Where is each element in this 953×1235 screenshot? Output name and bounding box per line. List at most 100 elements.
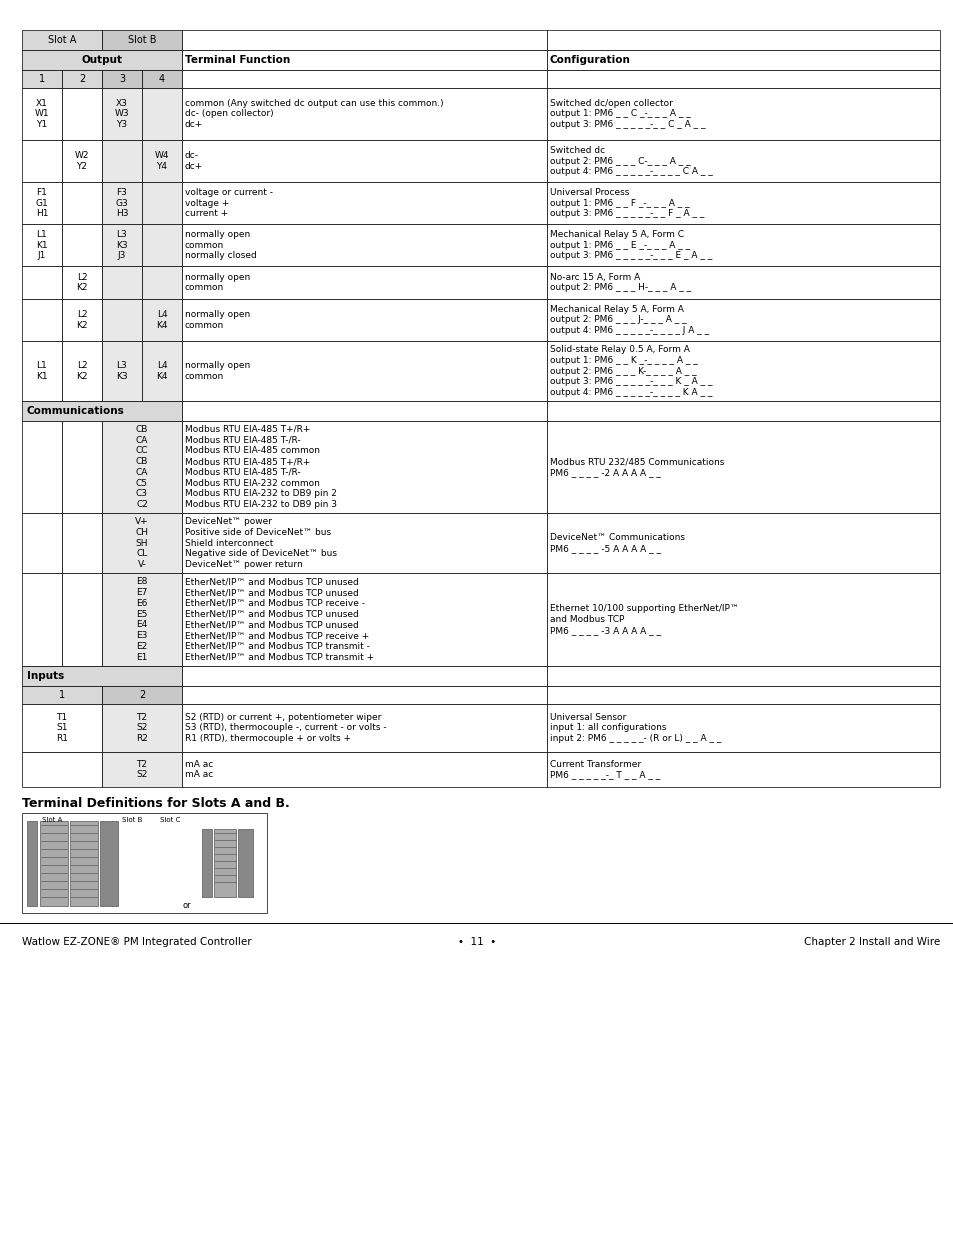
Bar [142,140,182,182]
Bar [100,821,118,906]
Bar [62,88,102,140]
Bar [546,341,939,401]
Bar [22,704,102,752]
Bar [182,88,546,140]
Text: V+
CH
SH
CL
V-: V+ CH SH CL V- [135,517,149,569]
Text: normally open
common: normally open common [185,273,250,293]
Text: 2: 2 [139,690,145,700]
Text: voltage or current -
voltage +
current +: voltage or current - voltage + current + [185,188,273,219]
Bar [102,224,142,266]
Bar [102,140,142,182]
Bar [546,224,939,266]
Text: Slot A: Slot A [42,818,62,823]
Bar [62,299,102,341]
Text: DeviceNet™ power
Positive side of DeviceNet™ bus
Shield interconnect
Negative si: DeviceNet™ power Positive side of Device… [185,517,336,569]
Text: common (Any switched dc output can use this common.)
dc- (open collector)
dc+: common (Any switched dc output can use t… [185,99,443,130]
Bar [546,513,939,573]
Bar [70,821,98,906]
Bar [142,266,182,299]
Bar [202,829,212,897]
Bar [102,299,142,341]
Bar [182,140,546,182]
Text: Chapter 2 Install and Wire: Chapter 2 Install and Wire [803,937,939,947]
Bar [182,573,546,666]
Bar [102,266,142,299]
Text: 3: 3 [119,74,125,84]
Text: L3
K3
J3: L3 K3 J3 [116,230,128,261]
Bar [62,421,102,513]
Bar [102,513,182,573]
Bar [142,299,182,341]
Bar [546,421,939,513]
Bar [213,829,235,897]
Bar [62,266,102,299]
Text: Communications: Communications [27,406,125,416]
Text: mA ac
mA ac: mA ac mA ac [185,760,213,779]
Text: Terminal Function: Terminal Function [185,56,290,65]
Bar [546,685,939,704]
Bar [142,224,182,266]
Bar [182,341,546,401]
Text: DeviceNet™ Communications
PM6 _ _ _ _ -5 A A A A _ _: DeviceNet™ Communications PM6 _ _ _ _ -5… [550,534,684,553]
Bar [546,70,939,88]
Text: Configuration: Configuration [550,56,630,65]
Bar [22,70,62,88]
Bar [237,829,253,897]
Bar [142,70,182,88]
Bar [40,821,68,906]
Bar [22,140,62,182]
Bar [22,182,62,224]
Bar [22,88,62,140]
Bar [22,513,62,573]
Bar [182,182,546,224]
Bar [22,49,182,70]
Bar [182,266,546,299]
Bar [22,421,62,513]
Bar [546,401,939,421]
Text: Universal Process
output 1: PM6 _ _ F _-_ _ _ A _ _
output 3: PM6 _ _ _ _ _-_ _ : Universal Process output 1: PM6 _ _ F _-… [550,188,703,219]
Bar [102,704,182,752]
Text: Switched dc/open collector
output 1: PM6 _ _ C _-_ _ _ A _ _
output 3: PM6 _ _ _: Switched dc/open collector output 1: PM6… [550,99,705,130]
Text: T2
S2
R2: T2 S2 R2 [136,713,148,743]
Text: T2
S2: T2 S2 [136,760,148,779]
Text: Terminal Definitions for Slots A and B.: Terminal Definitions for Slots A and B. [22,797,290,810]
Bar [546,299,939,341]
Text: EtherNet/IP™ and Modbus TCP unused
EtherNet/IP™ and Modbus TCP unused
EtherNet/I: EtherNet/IP™ and Modbus TCP unused Ether… [185,578,374,662]
Text: W4
Y4: W4 Y4 [154,151,169,170]
Bar [546,266,939,299]
Text: L2
K2: L2 K2 [76,310,88,330]
Text: S2 (RTD) or current +, potentiometer wiper
S3 (RTD), thermocouple -, current - o: S2 (RTD) or current +, potentiometer wip… [185,713,386,743]
Bar [22,752,102,787]
Text: L4
K4: L4 K4 [156,361,168,380]
Bar [182,704,546,752]
Bar [102,182,142,224]
Bar [22,685,102,704]
Text: Output: Output [81,56,122,65]
Bar [182,421,546,513]
Text: Slot B: Slot B [128,35,156,44]
Text: normally open
common
normally closed: normally open common normally closed [185,230,256,261]
Bar [182,513,546,573]
Text: L2
K2: L2 K2 [76,361,88,380]
Text: Modbus RTU EIA-485 T+/R+
Modbus RTU EIA-485 T-/R-
Modbus RTU EIA-485 common
Modb: Modbus RTU EIA-485 T+/R+ Modbus RTU EIA-… [185,425,336,509]
Bar [22,573,62,666]
Text: E8
E7
E6
E5
E4
E3
E2
E1: E8 E7 E6 E5 E4 E3 E2 E1 [136,578,148,662]
Text: normally open
common: normally open common [185,361,250,380]
Bar [142,341,182,401]
Text: Inputs: Inputs [27,671,64,680]
Text: L1
K1: L1 K1 [36,361,48,380]
Text: W2
Y2: W2 Y2 [74,151,90,170]
Bar [62,224,102,266]
Bar [62,573,102,666]
Bar [546,704,939,752]
Bar [102,341,142,401]
Bar [182,685,546,704]
Bar [142,182,182,224]
Text: Mechanical Relay 5 A, Form C
output 1: PM6 _ _ E _-_ _ _ A _ _
output 3: PM6 _ _: Mechanical Relay 5 A, Form C output 1: P… [550,230,712,261]
Bar [62,182,102,224]
Text: Universal Sensor
input 1: all configurations
input 2: PM6 _ _ _ _ _- (R or L) _ : Universal Sensor input 1: all configurat… [550,713,720,743]
Bar [142,88,182,140]
Text: Watlow EZ-ZONE® PM Integrated Controller: Watlow EZ-ZONE® PM Integrated Controller [22,937,252,947]
Bar [22,341,62,401]
Text: Mechanical Relay 5 A, Form A
output 2: PM6 _ _ _ J-_ _ _ A _ _
output 4: PM6 _ _: Mechanical Relay 5 A, Form A output 2: P… [550,305,708,335]
